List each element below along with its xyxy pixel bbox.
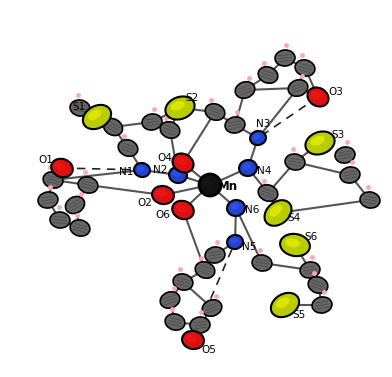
Text: O3: O3 (328, 87, 343, 97)
Ellipse shape (205, 247, 225, 263)
Ellipse shape (38, 192, 58, 208)
Text: Mn: Mn (218, 181, 238, 193)
Ellipse shape (103, 118, 123, 136)
Ellipse shape (50, 212, 70, 228)
Ellipse shape (65, 196, 85, 213)
Ellipse shape (169, 167, 187, 183)
Text: S4: S4 (287, 213, 301, 223)
Text: S1: S1 (73, 102, 85, 112)
Text: N3: N3 (256, 119, 270, 129)
Ellipse shape (165, 97, 194, 120)
Ellipse shape (265, 200, 292, 226)
Ellipse shape (182, 331, 204, 349)
Ellipse shape (230, 203, 239, 210)
Ellipse shape (88, 109, 102, 120)
Ellipse shape (160, 292, 180, 308)
Ellipse shape (312, 297, 332, 313)
Ellipse shape (225, 117, 245, 133)
Text: N6: N6 (245, 205, 259, 215)
Ellipse shape (70, 220, 90, 236)
Ellipse shape (70, 100, 90, 116)
Text: O2: O2 (138, 198, 152, 208)
Ellipse shape (160, 122, 180, 138)
Text: S6: S6 (304, 232, 318, 242)
Text: O4: O4 (158, 153, 172, 163)
Ellipse shape (137, 166, 145, 172)
Ellipse shape (310, 136, 325, 146)
Ellipse shape (271, 293, 299, 317)
Ellipse shape (142, 114, 162, 130)
Text: N2: N2 (153, 165, 167, 175)
Ellipse shape (235, 82, 255, 98)
Ellipse shape (300, 262, 320, 278)
Ellipse shape (55, 162, 65, 170)
Ellipse shape (360, 192, 380, 208)
Ellipse shape (308, 277, 328, 293)
Text: N1: N1 (119, 167, 133, 177)
Ellipse shape (340, 167, 360, 183)
Ellipse shape (176, 204, 187, 212)
Ellipse shape (165, 314, 185, 330)
Ellipse shape (269, 205, 282, 217)
Ellipse shape (43, 172, 63, 188)
Text: O6: O6 (156, 210, 171, 220)
Ellipse shape (307, 87, 328, 107)
Text: S5: S5 (292, 310, 306, 320)
Text: O5: O5 (201, 345, 216, 355)
Ellipse shape (242, 163, 251, 170)
Ellipse shape (285, 238, 300, 247)
Ellipse shape (258, 67, 278, 83)
Ellipse shape (172, 153, 194, 173)
Text: S2: S2 (185, 93, 199, 103)
Ellipse shape (202, 300, 222, 316)
Ellipse shape (152, 186, 174, 204)
Text: N4: N4 (257, 166, 271, 176)
Ellipse shape (134, 163, 150, 177)
Text: S3: S3 (331, 130, 345, 140)
Ellipse shape (305, 132, 335, 155)
Ellipse shape (335, 147, 355, 163)
Ellipse shape (156, 190, 167, 197)
Ellipse shape (250, 131, 266, 145)
Ellipse shape (172, 201, 194, 219)
Ellipse shape (285, 154, 305, 170)
Ellipse shape (118, 140, 138, 156)
Text: O1: O1 (38, 155, 53, 165)
Text: N5: N5 (242, 242, 256, 252)
Ellipse shape (78, 177, 98, 193)
Ellipse shape (252, 255, 272, 271)
Ellipse shape (83, 105, 111, 129)
Ellipse shape (311, 91, 321, 100)
Ellipse shape (230, 238, 238, 244)
Ellipse shape (173, 274, 193, 290)
Ellipse shape (295, 60, 315, 76)
Ellipse shape (227, 200, 245, 216)
Ellipse shape (195, 262, 215, 278)
Ellipse shape (199, 174, 221, 196)
Ellipse shape (172, 170, 181, 177)
Ellipse shape (205, 104, 225, 120)
Ellipse shape (280, 234, 310, 256)
Ellipse shape (288, 80, 308, 96)
Ellipse shape (186, 334, 197, 342)
Ellipse shape (253, 134, 261, 139)
Ellipse shape (239, 160, 257, 176)
Ellipse shape (276, 297, 289, 308)
Ellipse shape (203, 178, 214, 187)
Ellipse shape (227, 235, 243, 249)
Ellipse shape (171, 101, 185, 111)
Ellipse shape (275, 50, 295, 66)
Ellipse shape (176, 157, 186, 166)
Ellipse shape (190, 317, 210, 333)
Ellipse shape (51, 159, 73, 177)
Ellipse shape (258, 185, 278, 201)
